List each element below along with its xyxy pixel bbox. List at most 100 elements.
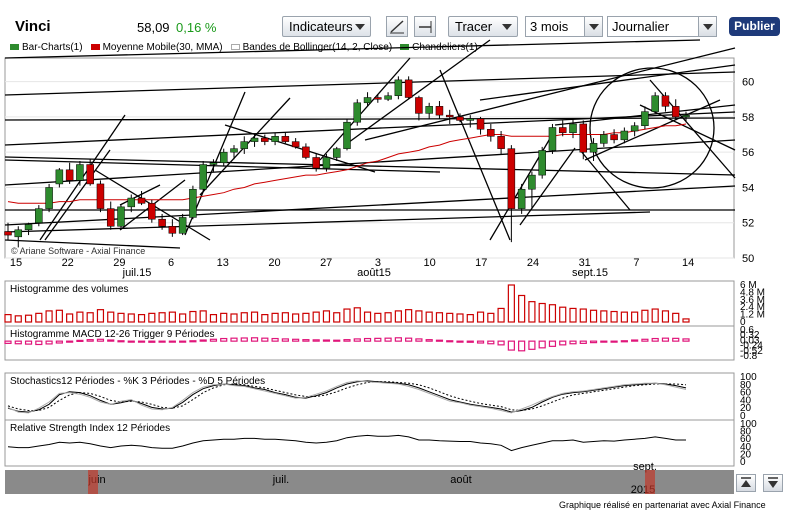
x-day-tick-label: 20	[268, 257, 280, 269]
x-day-tick-label: 3	[375, 257, 381, 269]
indicator-panel-frame	[4, 325, 735, 361]
indicator-tick-label: 100	[740, 419, 757, 430]
footer-credit: Graphique réalisé en partenariat avec Ax…	[559, 500, 766, 510]
trendline-drawing	[4, 156, 736, 176]
volume-bar	[76, 311, 84, 323]
volume-bar	[579, 308, 587, 323]
candle-body	[158, 218, 166, 227]
legend-item: Chandeliers(1)	[400, 42, 478, 53]
trendline-drawing	[479, 64, 736, 101]
legend-swatch	[10, 44, 19, 51]
timeline-label: 2015	[631, 484, 655, 496]
volume-bar	[518, 294, 526, 323]
trendline-drawing	[639, 104, 736, 151]
arrow-up-icon	[741, 477, 751, 487]
legend-label: Bar-Charts(1)	[22, 42, 83, 53]
arrow-down-icon	[768, 477, 778, 488]
level-tool-button[interactable]	[414, 16, 436, 37]
line-tool-button[interactable]	[386, 16, 408, 37]
macd-bar	[528, 340, 536, 350]
candle-body	[394, 79, 403, 96]
macd-bar	[651, 337, 659, 342]
volume-bar	[435, 312, 444, 323]
volume-bar	[569, 307, 577, 323]
macd-bar	[35, 340, 43, 346]
candle-body	[476, 118, 485, 130]
indicator-tick-label: 3.6 M	[740, 295, 765, 306]
volume-bar	[600, 310, 608, 323]
price-tick-label: 54	[742, 182, 754, 194]
period-select[interactable]: 3 mois	[525, 16, 603, 37]
x-day-tick-label: 10	[423, 257, 435, 269]
volume-bar	[353, 307, 361, 323]
trendline-drawing	[649, 79, 736, 179]
candle-body	[35, 208, 43, 223]
macd-bar	[661, 337, 670, 342]
volume-bar	[302, 312, 310, 323]
volume-bar	[538, 302, 546, 323]
trendline-drawing	[439, 69, 511, 241]
volume-bar	[374, 312, 382, 323]
indicators-label: Indicateurs	[289, 19, 353, 34]
macd-bar	[66, 340, 74, 343]
volume-bar	[446, 312, 454, 323]
draw-button[interactable]: Tracer	[448, 16, 518, 37]
volume-bar	[230, 313, 238, 323]
x-month-label: sept.15	[572, 267, 608, 279]
candle-body	[507, 148, 516, 209]
scroll-up-button[interactable]	[736, 474, 756, 492]
candle-body	[487, 129, 495, 137]
macd-bar	[466, 340, 474, 343]
candle-body	[24, 224, 33, 231]
trendline-drawing	[4, 139, 736, 186]
macd-bar	[189, 340, 197, 343]
macd-bar	[405, 337, 413, 342]
volume-bar	[45, 310, 53, 323]
candle-body	[538, 150, 546, 176]
legend-item: Bar-Charts(1)	[10, 42, 83, 53]
candle-body	[14, 229, 23, 238]
interval-select[interactable]: Journalier	[607, 16, 717, 37]
publish-button[interactable]: Publier	[729, 17, 780, 36]
candle-body	[86, 164, 94, 185]
candle-body	[65, 169, 74, 181]
macd-bar	[55, 340, 63, 344]
x-day-tick-label: 27	[320, 257, 332, 269]
x-day-tick-label: 24	[527, 257, 539, 269]
macd-bar	[127, 340, 135, 343]
macd-bar	[261, 337, 269, 342]
volume-bar	[220, 312, 228, 323]
macd-bar	[394, 337, 402, 342]
indicators-button[interactable]: Indicateurs	[282, 16, 371, 37]
volume-bar	[250, 311, 259, 323]
candle-body	[4, 231, 12, 236]
scroll-down-button[interactable]	[763, 474, 783, 492]
macd-bar	[117, 340, 125, 343]
trendline-drawing	[4, 239, 181, 249]
legend-item: Moyenne Mobile(30, MMA)	[90, 42, 223, 53]
candle-body	[558, 127, 567, 134]
x-day-tick-label: 7	[633, 257, 639, 269]
indicator-tick-label: 80	[740, 427, 752, 438]
volume-bar	[343, 308, 351, 323]
volume-bar	[641, 309, 649, 323]
volume-bar	[425, 311, 433, 323]
volume-bar	[651, 308, 659, 323]
timeline-marker	[88, 470, 98, 494]
indicator-tick-label: 40	[740, 395, 752, 406]
candle-body	[127, 197, 136, 208]
trendline-drawing	[44, 149, 111, 241]
candle-body	[353, 102, 362, 123]
candle-body	[456, 116, 464, 121]
volume-bar	[179, 313, 187, 323]
candle-body	[641, 111, 649, 126]
candle-body	[600, 134, 608, 144]
macd-bar	[96, 338, 105, 342]
price-panel-frame	[4, 57, 735, 259]
price-change: 0,16 %	[176, 20, 217, 35]
candle-body	[630, 125, 639, 132]
moving-average-line	[7, 123, 687, 204]
volume-bar	[672, 312, 680, 323]
indicator-tick-label: 60	[740, 388, 752, 399]
candle-body	[76, 164, 84, 181]
